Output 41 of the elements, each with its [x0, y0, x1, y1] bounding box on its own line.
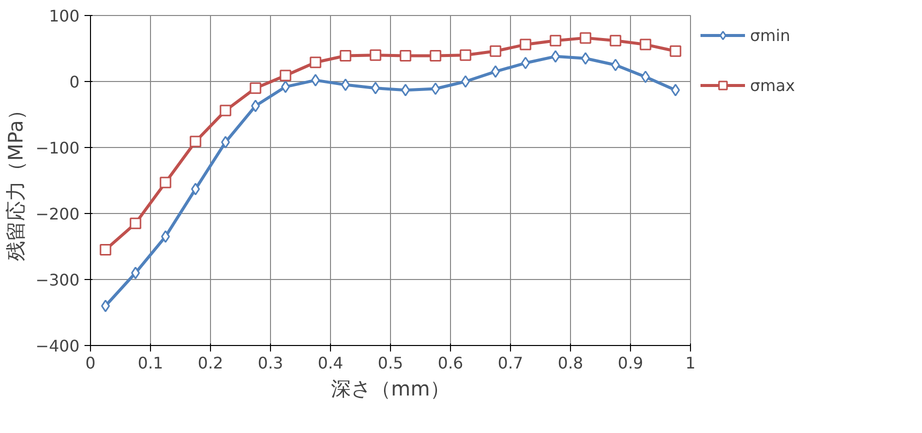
x-axis-title: 深さ（mm） — [331, 376, 450, 400]
x-tick-label: 0.7 — [498, 354, 524, 372]
point — [520, 38, 532, 50]
y-tick-label: −400 — [36, 336, 80, 356]
point — [160, 176, 172, 188]
point — [370, 49, 382, 61]
x-tick-label: 0.8 — [558, 354, 584, 372]
point — [610, 34, 622, 46]
y-axis-title: 残留応力（MPa） — [4, 100, 28, 261]
point — [460, 49, 472, 61]
y-tick-label: −200 — [36, 204, 80, 224]
point — [640, 38, 652, 50]
legend-label: σmin — [750, 26, 792, 44]
point — [340, 50, 352, 62]
point — [100, 244, 112, 256]
point — [550, 34, 562, 46]
point — [220, 104, 232, 116]
y-tick-label: 0 — [69, 72, 80, 92]
x-tick-label: 0.6 — [438, 354, 464, 372]
point — [190, 136, 202, 148]
point — [280, 70, 292, 82]
y-tick-label: −300 — [36, 270, 80, 290]
x-tick-label: 0.5 — [378, 354, 404, 372]
x-tick-label: 0.2 — [198, 354, 224, 372]
x-tick-label: 1 — [685, 354, 696, 372]
legend-label: σmax — [750, 76, 796, 94]
point — [490, 45, 502, 57]
x-tick-label: 0.3 — [258, 354, 284, 372]
y-tick-label: 100 — [48, 6, 80, 26]
point — [130, 218, 142, 230]
point — [430, 50, 442, 62]
point — [670, 45, 682, 57]
point — [250, 82, 262, 94]
point — [310, 56, 322, 68]
x-tick-label: 0.9 — [618, 354, 644, 372]
x-tick-label: 0 — [85, 354, 96, 372]
x-tick-label: 0.1 — [138, 354, 164, 372]
point — [400, 50, 412, 62]
point — [580, 32, 592, 44]
y-tick-label: −100 — [36, 138, 80, 158]
x-tick-label: 0.4 — [318, 354, 344, 372]
